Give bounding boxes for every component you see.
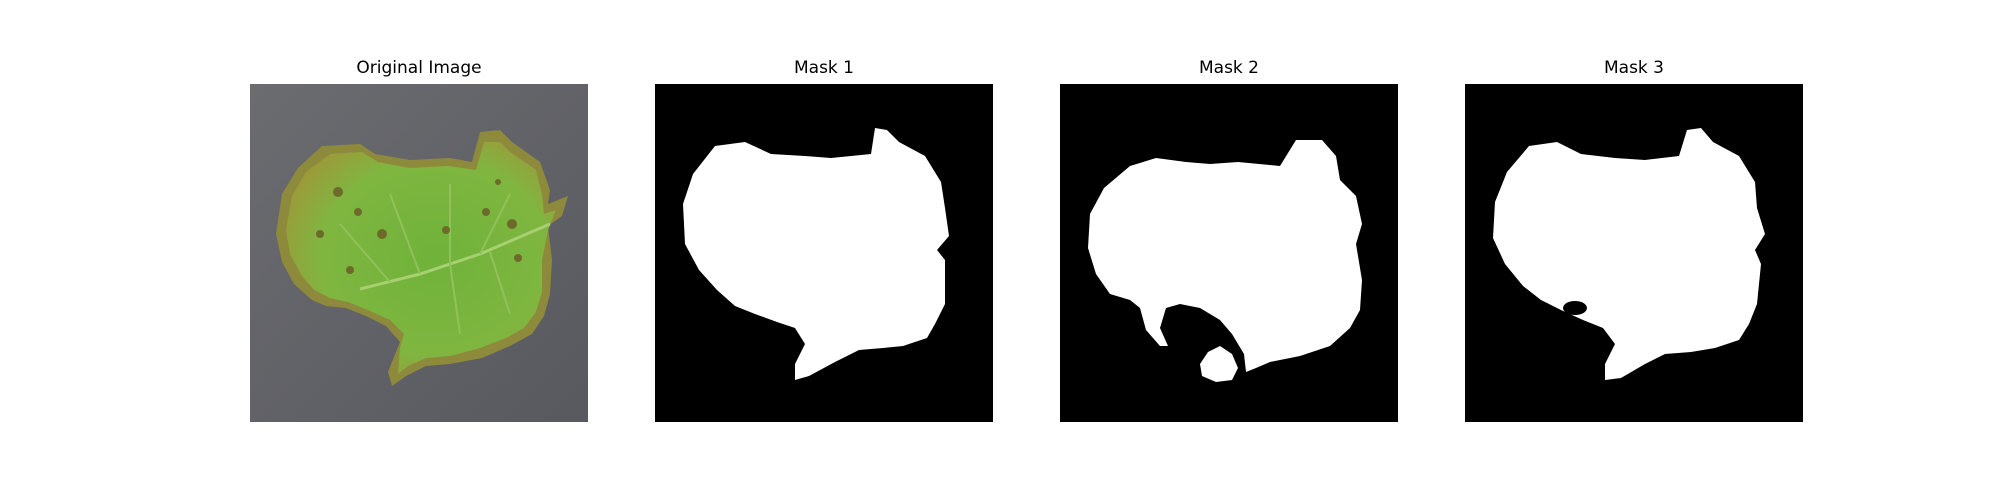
mask-1-image — [655, 84, 993, 422]
panel-mask-2: Mask 2 — [1060, 0, 1398, 500]
panel-title: Mask 3 — [1603, 58, 1664, 78]
panel-mask-3: Mask 3 — [1465, 0, 1803, 500]
original-leaf-image — [250, 84, 588, 422]
mask-3-image — [1465, 84, 1803, 422]
panel-title: Mask 2 — [1198, 58, 1259, 78]
mask-2-image — [1060, 84, 1398, 422]
panel-title: Mask 1 — [793, 58, 854, 78]
panel-title: Original Image — [356, 58, 482, 78]
panel-mask-1: Mask 1 — [655, 0, 993, 500]
panel-original: Original Image — [250, 0, 588, 500]
